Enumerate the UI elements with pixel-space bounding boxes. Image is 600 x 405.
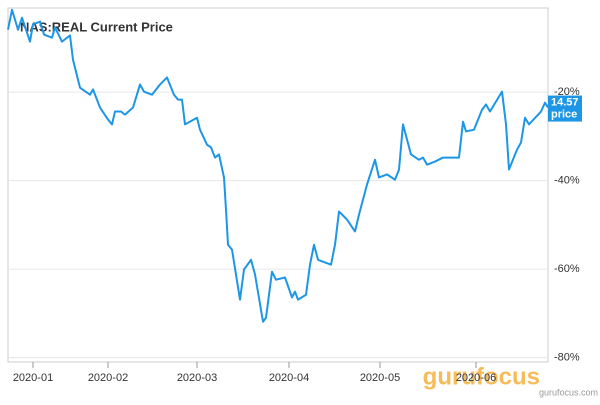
x-tick-label: 2020-02 [88,372,128,384]
y-tick-label: -40% [554,174,580,186]
x-tick-label: 2020-06 [456,372,496,384]
legend-label: NAS:REAL Current Price [20,19,173,34]
last-value-unit: price [551,108,577,120]
x-tick-label: 2020-03 [177,372,217,384]
y-tick-label: -60% [554,263,580,275]
plot-frame [7,7,549,363]
x-tick-label: 2020-05 [360,372,400,384]
y-tick-label: -80% [554,351,580,363]
x-tick-label: 2020-01 [13,372,53,384]
y-tick-label: -20% [554,86,580,98]
watermark: gurufocus [423,363,540,390]
last-value-box [548,95,582,122]
last-value-label: 14.57 [551,96,579,108]
watermark-url: gurufocus.com [539,387,598,397]
x-tick-label: 2020-04 [269,372,309,384]
price-line [7,8,549,323]
